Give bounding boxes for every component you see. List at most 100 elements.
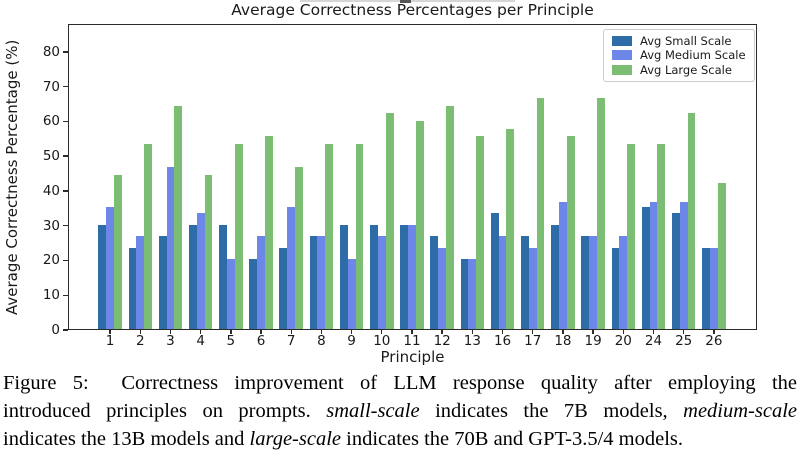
bar: [249, 259, 258, 329]
caption-line: indicates the 13B models and large-scale…: [3, 425, 797, 453]
y-tick-mark: [63, 224, 68, 227]
bar: [317, 236, 326, 329]
x-tick: 5: [216, 330, 246, 349]
bar-group: [548, 24, 578, 329]
x-tick-label: 19: [584, 333, 602, 349]
y-tick-label: 40: [42, 182, 60, 199]
y-tick-mark: [63, 85, 68, 88]
bar: [476, 136, 485, 329]
bar: [188, 224, 197, 329]
bar: [581, 236, 590, 329]
bar-group: [246, 24, 276, 329]
legend-label: Avg Small Scale: [640, 34, 732, 49]
bar-group: [186, 24, 216, 329]
x-tick: 7: [276, 330, 306, 349]
y-tick-mark: [63, 51, 68, 53]
y-tick-mark: [63, 329, 68, 331]
caption-segment: large-scale: [249, 428, 341, 450]
bar: [234, 144, 243, 329]
bar: [196, 213, 205, 329]
bar: [619, 236, 628, 329]
x-tick: 4: [186, 330, 216, 349]
legend-swatch: [612, 64, 632, 75]
caption-segment: small-scale: [326, 400, 420, 422]
bar-group: [699, 24, 729, 329]
bar-group: [608, 24, 638, 329]
bar: [627, 144, 636, 329]
x-tick: 10: [367, 330, 397, 349]
x-tick-mark: [411, 330, 413, 334]
bar: [309, 236, 318, 329]
bar: [264, 136, 273, 329]
x-tick-mark: [592, 330, 594, 334]
bar: [370, 224, 378, 329]
legend-item: Avg Medium Scale: [612, 48, 746, 62]
x-tick-label: 24: [644, 333, 663, 349]
x-tick-mark: [682, 330, 685, 334]
y-tick-label: 60: [42, 113, 60, 130]
bar: [460, 259, 469, 329]
bar: [219, 224, 227, 329]
bar: [287, 207, 296, 329]
x-tick: 25: [669, 330, 699, 349]
bar-series-container: [95, 24, 729, 329]
bar: [687, 113, 696, 329]
bar: [415, 120, 424, 329]
x-tick-label: 26: [705, 333, 723, 349]
x-tick-label: 3: [166, 333, 175, 349]
bar: [528, 247, 537, 329]
bar: [506, 128, 515, 329]
x-tick-mark: [139, 330, 141, 334]
x-tick-mark: [290, 330, 292, 334]
bar: [158, 236, 167, 329]
bar: [611, 247, 620, 329]
bar: [438, 247, 447, 329]
y-tick-label: 0: [51, 322, 60, 338]
x-tick-label: 20: [614, 333, 632, 349]
bar-group: [337, 24, 367, 329]
x-tick: 6: [246, 330, 276, 349]
x-tick: 2: [125, 330, 155, 349]
bar: [279, 247, 288, 329]
x-tick-mark: [471, 330, 474, 334]
x-tick: 24: [638, 330, 668, 349]
caption-segment: introduced principles on prompts.: [3, 400, 327, 422]
bar-group: [457, 24, 487, 329]
x-tick: 12: [427, 330, 457, 349]
y-tick-label: 30: [42, 217, 60, 234]
y-tick-label: 70: [42, 78, 60, 95]
x-tick: 26: [699, 330, 729, 349]
x-tick-label: 6: [256, 333, 266, 349]
x-tick-label: 7: [286, 333, 296, 349]
x-tick: 9: [337, 330, 367, 349]
bar: [106, 207, 115, 329]
x-tick: 3: [155, 330, 185, 349]
bar: [520, 236, 529, 329]
x-axis-ticks: 1 2 3 4 5 6 7 8 9 10 11 12 13 16 17 18 19 20 24 25 26: [95, 330, 729, 349]
y-tick-label: 50: [42, 148, 60, 165]
bar: [566, 136, 575, 329]
x-tick-label: 2: [135, 333, 145, 349]
y-tick-mark: [63, 120, 68, 123]
caption-segment: indicates the 7B models,: [419, 400, 684, 422]
bar: [400, 224, 409, 329]
bar: [325, 144, 334, 329]
bar: [166, 166, 175, 329]
bar-group: [397, 24, 427, 329]
x-tick: 8: [306, 330, 336, 349]
bar: [430, 236, 439, 329]
x-tick: 11: [397, 330, 427, 349]
chart-title: Average Correctness Percentages per Prin…: [231, 1, 594, 19]
x-tick-label: 8: [317, 333, 326, 349]
bar-group: [155, 24, 185, 329]
bar: [679, 201, 688, 329]
x-tick: 17: [518, 330, 548, 349]
x-tick: 13: [457, 330, 487, 349]
x-tick-label: 13: [463, 333, 481, 349]
x-tick-label: 12: [433, 333, 451, 349]
x-tick-mark: [109, 330, 111, 334]
y-tick-label: 80: [42, 43, 60, 60]
bar: [128, 247, 137, 329]
x-tick-label: 11: [403, 333, 421, 349]
x-tick: 20: [608, 330, 638, 349]
